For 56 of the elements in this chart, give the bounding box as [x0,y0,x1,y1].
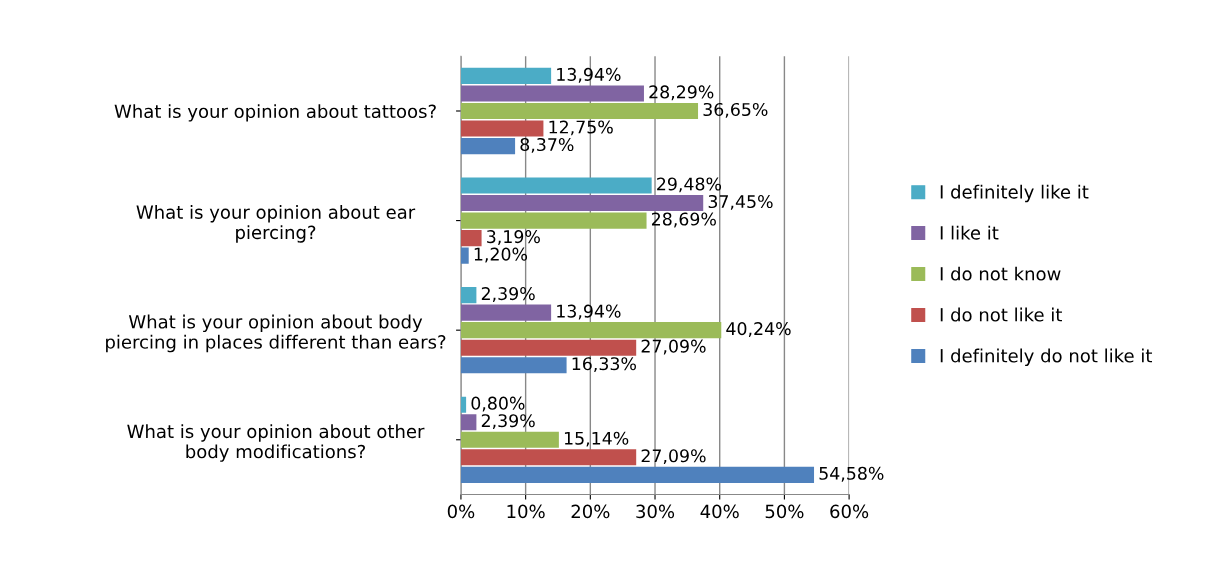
bar [460,177,652,194]
data-label: 27,09% [641,339,706,355]
legend-label: I definitely like it [940,184,1089,203]
x-tick-label: 30% [636,504,675,519]
data-label: 12,75% [549,120,613,136]
data-label: 8,37% [520,137,574,153]
bar [460,449,637,466]
bar [460,322,722,339]
bar [460,194,704,212]
y-tick-label: What is your opinion about tattoos? [114,104,436,122]
x-tick-label: 20% [571,504,610,519]
bar [460,102,699,120]
data-label: 13,94% [557,67,621,83]
data-label: 2,39% [481,414,535,430]
x-tick-label: 50% [765,504,804,519]
bar [460,85,644,102]
legend-label: I like it [940,225,999,240]
data-label: 36,65% [703,102,768,118]
x-tick-label: 60% [830,504,869,519]
data-label: 15,14% [564,431,629,447]
bar [460,247,469,264]
bar [460,339,637,356]
bar [460,138,516,155]
bar [460,287,477,304]
bar [460,120,544,137]
bar [460,414,477,431]
data-label: 16,33% [572,357,636,373]
data-label: 3,19% [487,230,540,245]
data-label: 0,80% [471,396,525,412]
bar [460,431,559,448]
data-label: 37,45% [708,194,773,210]
y-tick-label: What is your opinion about body piercing in places different than ears? [106,314,446,353]
legend-label: I definitely do not like it [940,348,1153,367]
bar [460,304,552,321]
y-tick-label: What is your opinion about ear piercing? [136,204,416,243]
y-tick-label: What is your opinion about other body modifications? [127,424,425,462]
x-tick-label: 40% [700,504,739,519]
data-label: 29,48% [657,177,722,193]
data-label: 54,58% [819,466,884,482]
bar [460,212,647,229]
data-label: 2,39% [481,287,535,302]
bar [460,230,482,247]
bar [460,396,467,413]
data-label: 28,29% [649,85,714,101]
bar [460,357,567,374]
data-label: 28,69% [651,212,716,228]
bar [460,466,815,483]
legend-label: I do not know [940,266,1061,281]
data-label: 13,94% [557,304,621,320]
data-label: 27,09% [641,449,706,465]
x-tick-label: 0% [447,504,475,519]
data-label: 1,20% [474,247,528,263]
bar [460,67,552,84]
x-tick-label: 10% [507,504,545,519]
legend-label: I do not like it [940,307,1062,322]
data-label: 40,24% [726,322,791,337]
